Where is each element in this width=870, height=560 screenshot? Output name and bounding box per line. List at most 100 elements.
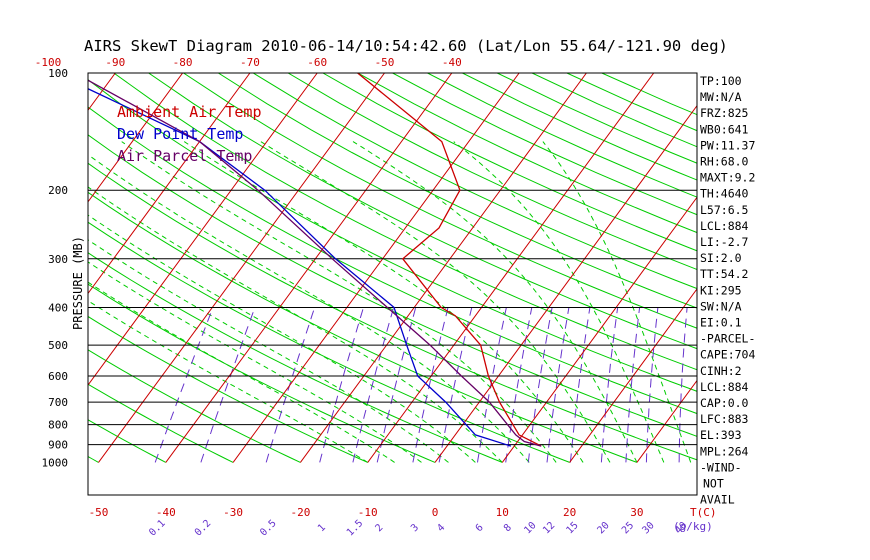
pressure-tick-label: 1000: [42, 456, 69, 469]
dry-adiabat-line: [392, 73, 697, 216]
sounding-index-label: TP:100: [700, 74, 742, 88]
dew-point-temp-line: [88, 88, 512, 447]
mixing-ratio-label: 8: [502, 522, 514, 534]
pressure-tick-label: 900: [48, 439, 68, 452]
dry-adiabat-line: [88, 315, 368, 463]
mixing-ratio-label: 0.1: [147, 518, 168, 539]
sounding-index-label: CAP:0.0: [700, 396, 749, 410]
mixing-ratio-line: [200, 307, 256, 463]
sounding-index-label: CINH:2: [700, 364, 742, 378]
temperature-unit-label: T(C): [690, 506, 717, 519]
moist-adiabat-line: [88, 300, 368, 463]
sounding-index-label: PW:11.37: [700, 138, 755, 152]
dry-adiabat-line: [88, 191, 638, 463]
temperature-tick-label-top: -70: [240, 56, 260, 69]
mixing-ratio-label: 25: [620, 520, 636, 536]
temperature-tick-label-bottom: -40: [156, 506, 176, 519]
dry-adiabat-line: [148, 73, 697, 350]
mixing-ratio-label: 6: [474, 522, 486, 534]
moist-adiabat-line: [121, 141, 557, 463]
pressure-tick-label: 400: [48, 301, 68, 314]
moist-adiabat-line: [88, 154, 530, 463]
isotherm-line: [501, 196, 697, 463]
air-parcel-temp-line: [88, 79, 542, 447]
sounding-index-label: LCL:884: [700, 380, 749, 394]
temperature-tick-label-top: -40: [442, 56, 462, 69]
moist-adiabat-line: [88, 261, 422, 463]
moist-adiabat-line: [542, 141, 692, 463]
dry-adiabat-line: [88, 106, 697, 415]
sounding-index-label: MPL:264: [700, 444, 749, 458]
mixing-ratio-line: [546, 307, 570, 463]
sounding-index-label: CAPE:704: [700, 348, 755, 362]
moist-adiabat-line: [88, 186, 503, 463]
temperature-tick-label-bottom: 30: [630, 506, 643, 519]
mixing-ratio-label: 2: [373, 522, 385, 534]
dry-adiabat-line: [88, 79, 697, 392]
isotherm-line: [232, 73, 520, 463]
sounding-index-label: -PARCEL-: [700, 332, 755, 346]
sounding-index-label: AVAIL: [700, 493, 735, 507]
pressure-tick-label: 600: [48, 370, 68, 383]
temperature-tick-label-bottom: -30: [223, 506, 243, 519]
temperature-tick-label-top: -50: [375, 56, 395, 69]
sounding-index-label: TT:54.2: [700, 267, 748, 281]
legend-item: Dew Point Temp: [117, 125, 243, 143]
isotherm-line: [569, 288, 697, 463]
sounding-index-label: EL:393: [700, 428, 742, 442]
sounding-index-label: MW:N/A: [700, 90, 742, 104]
sounding-index-label: LI:-2.7: [700, 235, 749, 249]
y-axis-label: PRESSURE (MB): [71, 236, 85, 330]
dry-adiabat-line: [496, 73, 697, 164]
dry-adiabat-line: [287, 73, 697, 271]
dry-adiabat-line: [462, 73, 697, 181]
mixing-ratio-label: 12: [541, 520, 557, 536]
temperature-tick-label-bottom: 0: [432, 506, 439, 519]
sounding-index-label: L57:6.5: [700, 203, 748, 217]
dry-adiabat-line: [88, 221, 570, 463]
sounding-index-label: LCL:884: [700, 219, 749, 233]
mixing-ratio-label: 1.5: [345, 518, 366, 539]
isotherm-line: [88, 73, 184, 203]
chart-title: AIRS SkewT Diagram 2010-06-14/10:54:42.6…: [84, 37, 728, 55]
sounding-index-label: WB0:641: [700, 122, 749, 136]
sounding-index-label: EI:0.1: [700, 316, 742, 330]
moist-adiabat-line: [352, 141, 638, 463]
temperature-tick-label-top: -90: [105, 56, 125, 69]
moist-adiabat-line: [88, 214, 476, 463]
dry-adiabat-line: [88, 162, 697, 461]
dry-adiabat-line: [0, 73, 31, 462]
mixing-ratio-label: 10: [522, 520, 538, 536]
moist-adiabat-line: [183, 141, 584, 463]
dry-adiabat-line: [357, 73, 697, 234]
temperature-tick-label-top: -100: [35, 56, 62, 69]
dry-adiabat-line: [183, 73, 697, 329]
ambient-air-temp-line: [357, 73, 542, 447]
mixing-ratio-unit-label: (g/kg): [673, 520, 713, 533]
moist-adiabat-line: [260, 141, 611, 463]
plot-frame: [87, 72, 698, 496]
isotherm-line: [0, 73, 48, 462]
sounding-index-label: KI:295: [700, 283, 742, 297]
mixing-ratio-line: [600, 307, 619, 463]
mixing-ratio-line: [645, 307, 659, 463]
mixing-ratio-label: 1: [316, 522, 328, 534]
dry-adiabat-line: [88, 349, 301, 463]
mixing-ratio-label: 3: [409, 522, 421, 534]
isotherm-line: [88, 73, 318, 386]
sounding-index-label: RH:68.0: [700, 155, 749, 169]
moist-adiabat-line: [453, 141, 665, 463]
dry-adiabat-line: [88, 419, 167, 463]
legend-item: Ambient Air Temp: [117, 103, 262, 121]
legend-item: Air Parcel Temp: [117, 147, 252, 165]
isotherm-line: [98, 73, 385, 463]
mixing-ratio-label: 0.2: [193, 518, 214, 539]
pressure-tick-label: 300: [48, 253, 68, 266]
dry-adiabat-line: [427, 73, 697, 198]
pressure-tick-label: 200: [48, 184, 68, 197]
isotherm-line: [367, 73, 655, 463]
temperature-tick-label-top: -60: [307, 56, 327, 69]
sounding-index-label: TH:4640: [700, 187, 749, 201]
sounding-index-label: SW:N/A: [700, 299, 742, 313]
